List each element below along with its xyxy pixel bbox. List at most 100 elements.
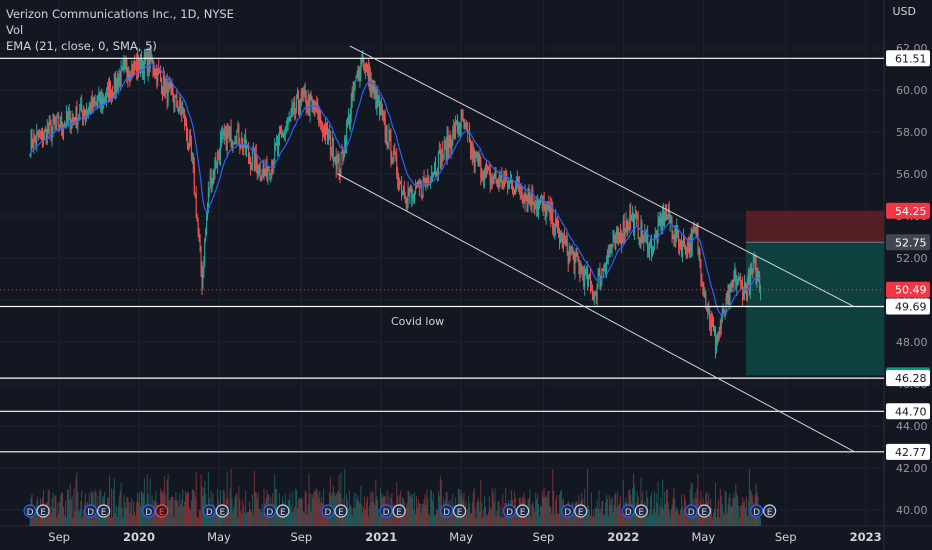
candle-body: [80, 103, 82, 110]
candle-body: [113, 73, 115, 97]
dividend-marker[interactable]: D: [750, 504, 764, 518]
candle-body: [322, 126, 324, 133]
candle-body: [585, 268, 587, 276]
candle-body: [481, 173, 483, 178]
earnings-marker[interactable]: E: [36, 504, 50, 518]
volume-bar: [231, 498, 233, 526]
earnings-marker[interactable]: E: [574, 504, 588, 518]
volume-bar: [633, 485, 635, 526]
volume-bar: [677, 509, 679, 526]
earnings-marker[interactable]: E: [97, 504, 111, 518]
candle-body: [256, 163, 258, 174]
candle-body: [454, 127, 456, 138]
candle-body: [489, 169, 491, 185]
volume-bar: [33, 513, 35, 526]
volume-bar: [366, 496, 368, 526]
candle-body: [607, 251, 609, 258]
candle-body: [634, 214, 636, 216]
candle-body: [706, 308, 708, 311]
volume-bar: [114, 513, 116, 526]
candle-body: [293, 102, 295, 108]
dividend-marker[interactable]: D: [321, 504, 335, 518]
candle-body: [441, 148, 443, 158]
marker-circle: [697, 504, 711, 518]
volume-bar: [79, 509, 81, 526]
volume-bar: [553, 490, 555, 526]
price-tag-label: 54.25: [895, 205, 927, 218]
candle-body: [588, 277, 590, 287]
volume-bar: [257, 492, 259, 526]
candle-body: [230, 127, 232, 147]
volume-bar: [589, 510, 591, 526]
candle-body: [751, 270, 753, 272]
volume-bar: [65, 517, 67, 526]
volume-bar: [472, 492, 474, 526]
dividend-marker[interactable]: D: [23, 504, 37, 518]
volume-bar: [690, 481, 692, 526]
earnings-marker[interactable]: E: [334, 504, 348, 518]
candle-body: [215, 159, 217, 167]
dividend-marker[interactable]: D: [684, 504, 698, 518]
earnings-marker[interactable]: E: [634, 504, 648, 518]
volume-bar: [55, 494, 57, 526]
descending-channel[interactable]: [337, 45, 854, 452]
dividend-marker[interactable]: D: [379, 504, 393, 518]
volume-label[interactable]: Vol: [6, 23, 24, 37]
candle-body: [279, 131, 281, 134]
volume-bar: [714, 482, 716, 526]
volume-bar: [279, 511, 281, 526]
dividend-marker[interactable]: D: [84, 504, 98, 518]
candle-body: [276, 142, 278, 145]
symbol-title[interactable]: Verizon Communications Inc., 1D, NYSE: [6, 7, 234, 21]
volume-bar: [249, 508, 251, 526]
volume-bar: [211, 517, 213, 526]
volume-bar: [80, 501, 82, 526]
earnings-marker[interactable]: E: [453, 504, 467, 518]
dividend-marker[interactable]: D: [202, 504, 216, 518]
candle-body: [194, 193, 196, 195]
earnings-marker[interactable]: E: [392, 504, 406, 518]
volume-bar: [488, 496, 490, 526]
candle-body: [267, 169, 269, 180]
candle-body: [592, 297, 594, 299]
candle-body: [189, 136, 191, 142]
candle-body: [725, 296, 727, 314]
candle-body: [137, 56, 139, 72]
volume-bar: [490, 510, 492, 526]
earnings-marker[interactable]: E: [763, 504, 777, 518]
volume-bar: [109, 517, 111, 526]
marker-circle: [84, 504, 98, 518]
dividend-marker[interactable]: D: [621, 504, 635, 518]
earnings-marker[interactable]: E: [155, 504, 169, 518]
ema-label[interactable]: EMA (21, close, 0, SMA, 5): [6, 39, 157, 53]
volume-bar: [560, 490, 562, 526]
dividend-marker[interactable]: D: [503, 504, 517, 518]
candle-body: [696, 228, 698, 232]
horizontal-levels[interactable]: [0, 57, 884, 453]
volume-bar: [43, 513, 45, 526]
dividend-marker[interactable]: D: [263, 504, 277, 518]
dividend-marker[interactable]: D: [440, 504, 454, 518]
earnings-marker[interactable]: E: [516, 504, 530, 518]
currency-label[interactable]: USD: [892, 5, 916, 18]
volume-bar: [297, 508, 299, 526]
candle-body: [744, 283, 746, 287]
earnings-marker[interactable]: E: [215, 504, 229, 518]
earnings-marker[interactable]: E: [697, 504, 711, 518]
dividend-marker[interactable]: D: [561, 504, 575, 518]
volume-bar: [255, 492, 257, 526]
volume-bar: [122, 517, 124, 526]
candle-body: [656, 233, 658, 242]
earnings-marker[interactable]: E: [276, 504, 290, 518]
volume-bar: [412, 493, 414, 526]
volume-bar: [760, 517, 762, 526]
volume-bar: [605, 502, 607, 526]
candle-body: [734, 269, 736, 279]
candle-body: [616, 229, 618, 235]
candle-body: [124, 62, 126, 64]
volume-bar: [228, 511, 230, 526]
price-tag-label: 42.77: [895, 446, 927, 459]
dividend-marker[interactable]: D: [142, 504, 156, 518]
